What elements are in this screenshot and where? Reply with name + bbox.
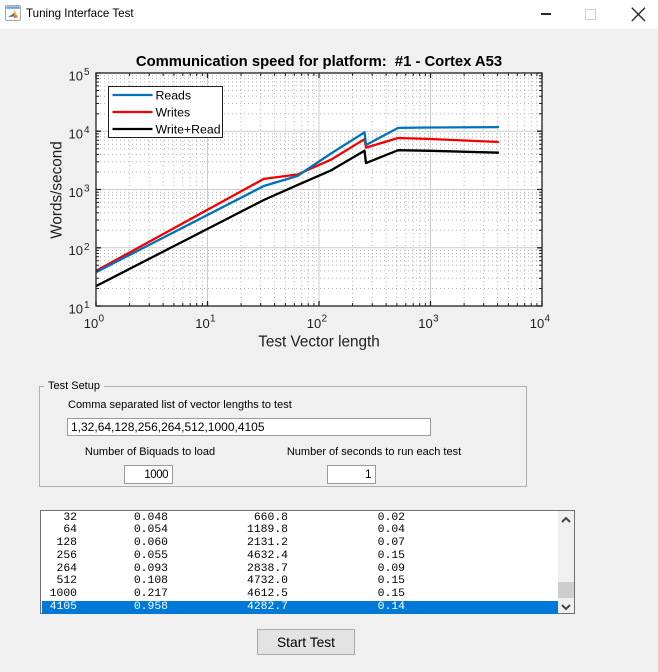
svg-text:1: 1 (210, 314, 216, 325)
svg-text:Reads: Reads (156, 89, 192, 103)
svg-text:2: 2 (84, 242, 90, 253)
svg-text:10: 10 (530, 316, 544, 331)
svg-text:Writes: Writes (156, 106, 191, 120)
svg-text:10: 10 (69, 301, 83, 316)
svg-text:10: 10 (418, 316, 432, 331)
svg-text:Communication speed for platfo: Communication speed for platform: #1 - C… (136, 54, 502, 70)
svg-text:Write+Read: Write+Read (156, 123, 221, 137)
svg-text:5: 5 (84, 67, 90, 78)
svg-text:10: 10 (195, 316, 209, 331)
svg-text:4: 4 (545, 314, 551, 325)
svg-text:2: 2 (322, 314, 328, 325)
svg-text:10: 10 (307, 316, 321, 331)
svg-text:1: 1 (84, 300, 90, 311)
svg-text:10: 10 (69, 185, 83, 200)
svg-text:3: 3 (84, 184, 90, 195)
svg-text:10: 10 (69, 127, 83, 142)
svg-text:Words/second: Words/second (49, 141, 66, 239)
svg-text:Test Vector length: Test Vector length (258, 334, 380, 351)
svg-text:10: 10 (84, 316, 98, 331)
svg-text:10: 10 (69, 243, 83, 258)
svg-text:10: 10 (69, 68, 83, 83)
svg-text:3: 3 (433, 314, 439, 325)
svg-text:0: 0 (99, 314, 105, 325)
svg-text:4: 4 (84, 125, 90, 136)
